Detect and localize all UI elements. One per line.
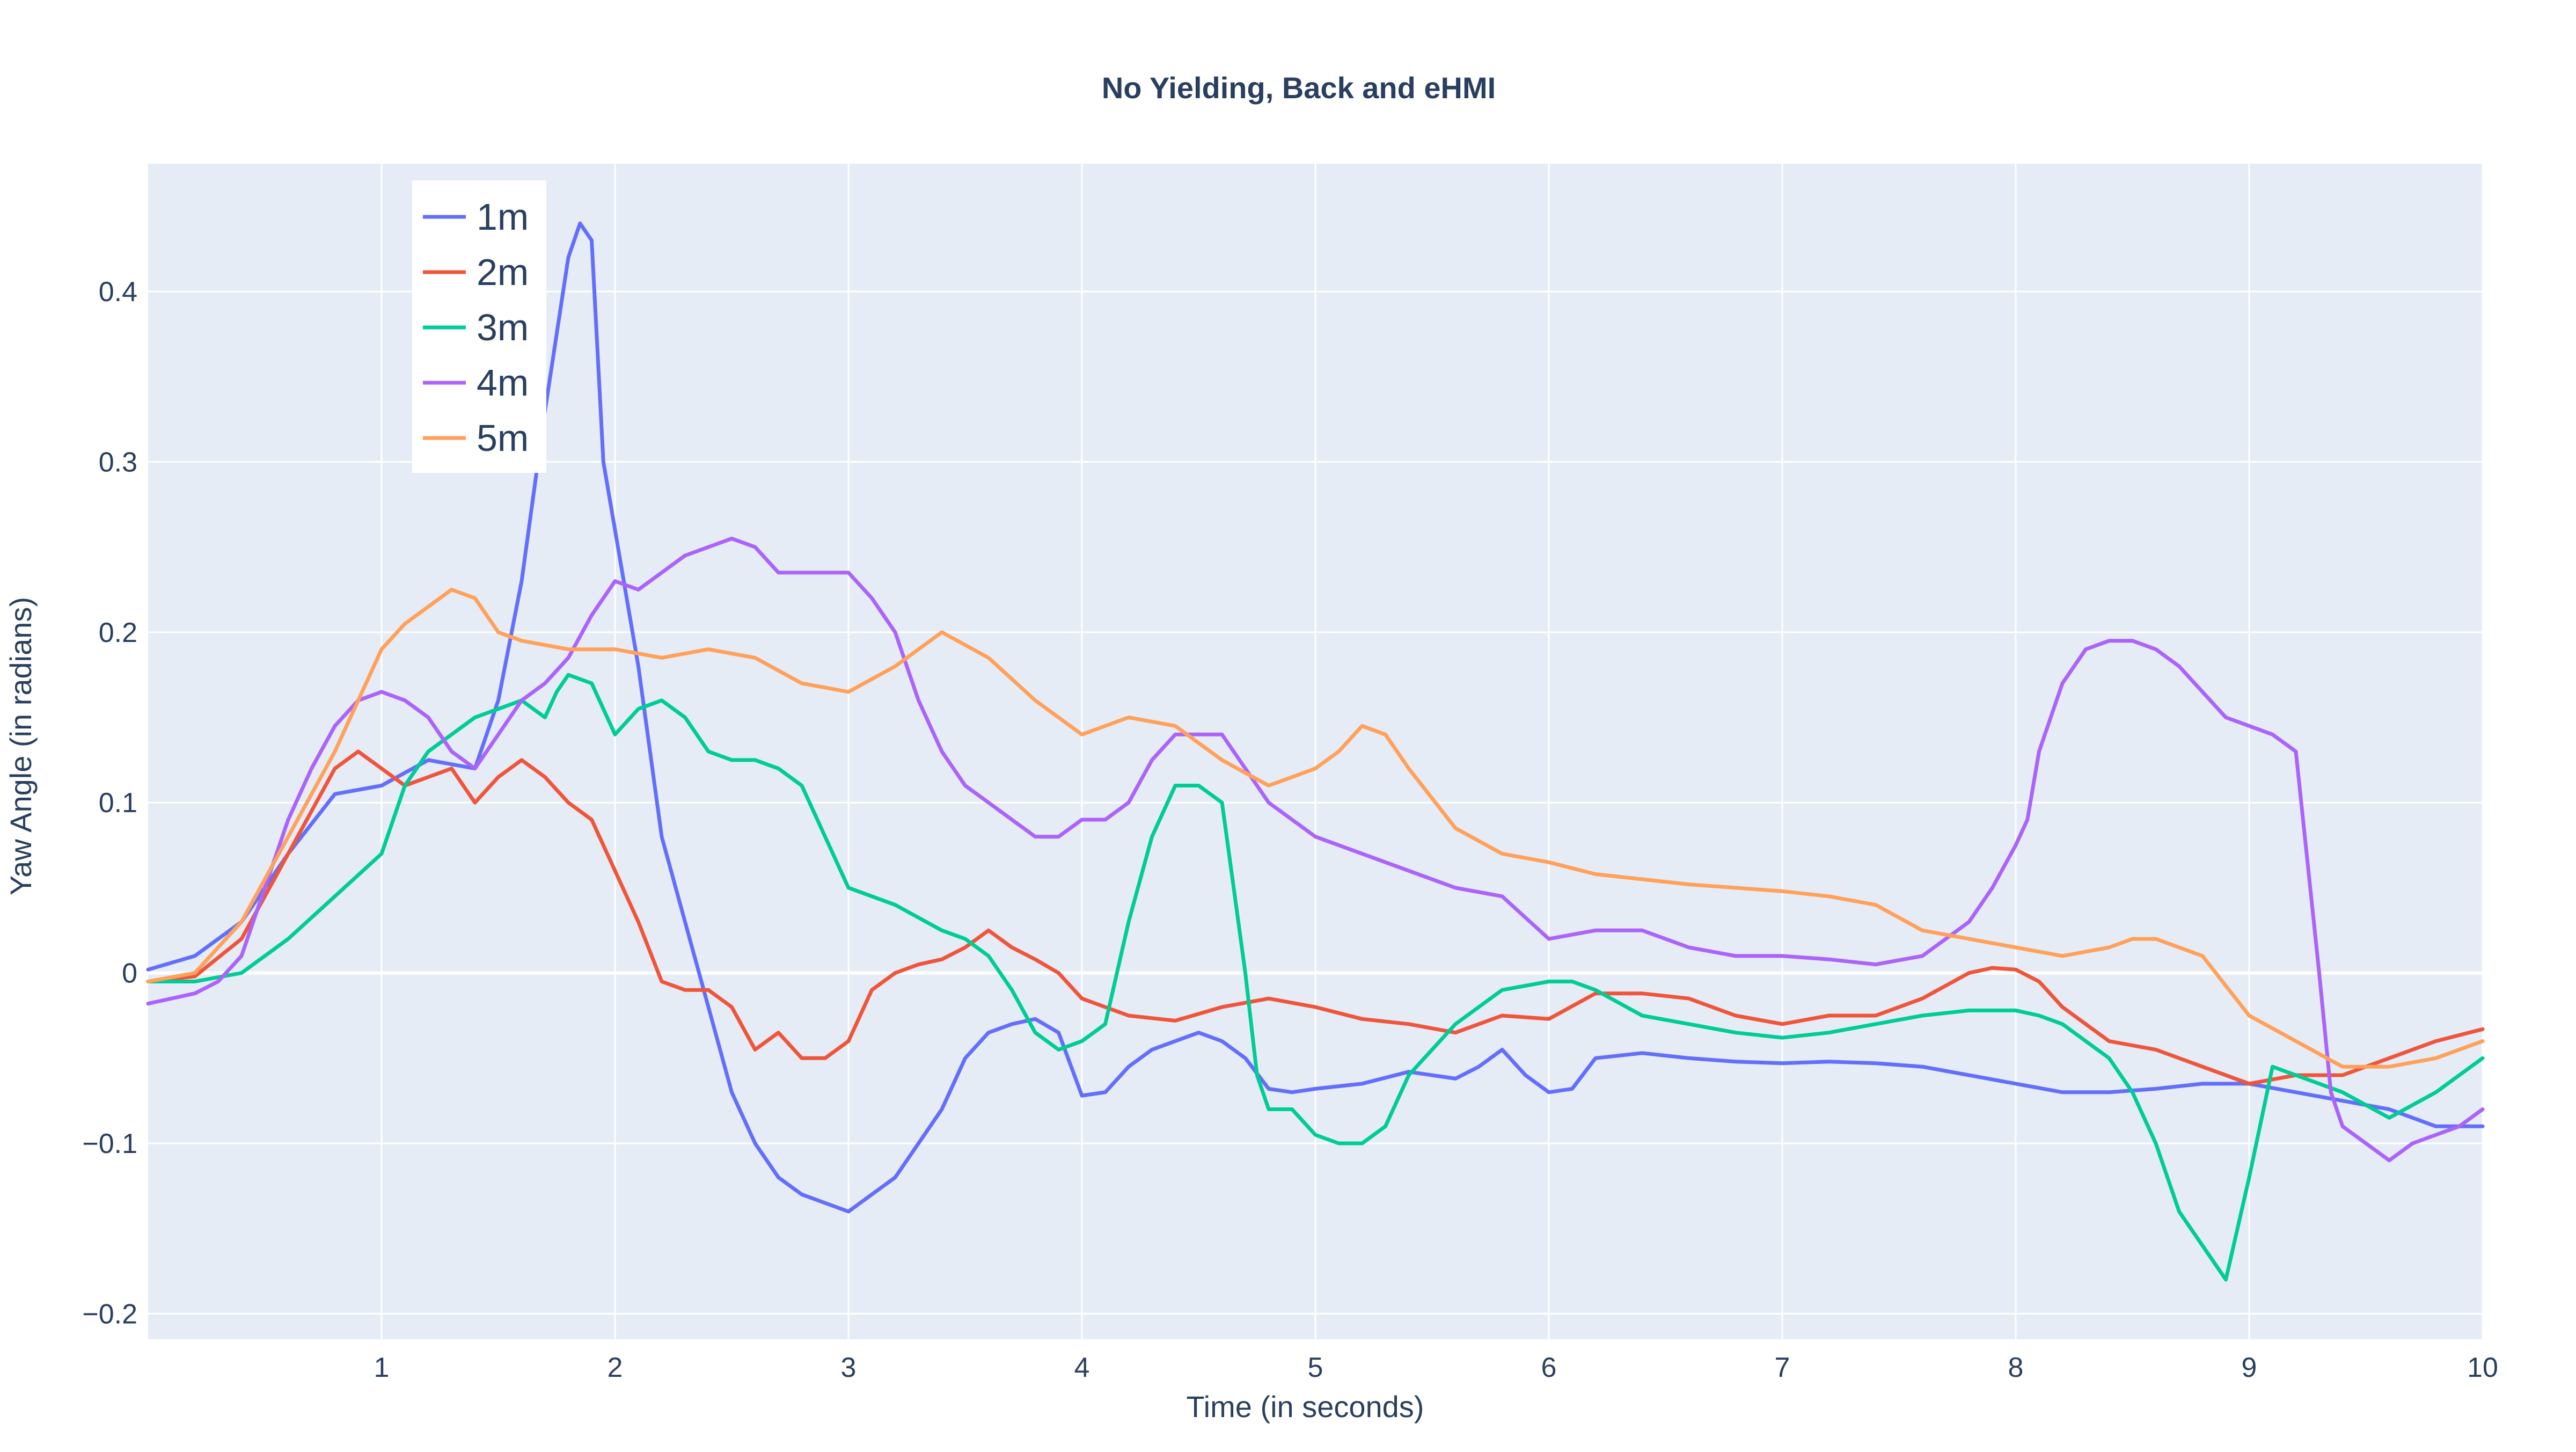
axis-layer: 1 2 3 4 5 6 7 8 9 10 −0.2 −0.1 0 0.1 0.2 0.3 0.4 (82, 276, 2498, 1383)
y-axis-label: Yaw Angle (in radians) (4, 597, 38, 895)
x-tick-label: 4 (1074, 1352, 1090, 1383)
series-line-5m[interactable] (146, 588, 2485, 1069)
x-tick-label: 3 (841, 1352, 857, 1383)
x-tick-label: 1 (374, 1352, 390, 1383)
x-tick-label: 6 (1541, 1352, 1557, 1383)
x-axis-label: Time (in seconds) (1187, 1390, 1424, 1424)
grid-layer (148, 164, 2484, 1339)
x-tick-label: 5 (1308, 1352, 1323, 1383)
legend[interactable]: 1m 2m 3m 4m 5m (412, 180, 546, 473)
y-tick-label: −0.1 (82, 1128, 137, 1159)
y-tick-label: 0.3 (99, 447, 137, 478)
x-tick-label: 10 (2467, 1352, 2498, 1383)
y-tick-label: 0.2 (99, 617, 137, 648)
series-line-1m[interactable] (146, 221, 2485, 1214)
legend-label-1m[interactable]: 1m (477, 196, 529, 238)
legend-label-3m[interactable]: 3m (477, 307, 529, 348)
series-line-2m[interactable] (146, 749, 2485, 1086)
y-tick-label: 0.4 (99, 276, 137, 308)
x-tick-label: 9 (2242, 1352, 2257, 1383)
legend-label-2m[interactable]: 2m (477, 251, 529, 293)
series-layer (146, 221, 2485, 1282)
series-line-3m[interactable] (146, 673, 2485, 1282)
x-tick-label: 8 (2008, 1352, 2024, 1383)
legend-label-5m[interactable]: 5m (477, 417, 529, 459)
chart-title: No Yielding, Back and eHMI (1102, 71, 1496, 105)
legend-label-4m[interactable]: 4m (477, 362, 529, 404)
y-tick-label: −0.2 (82, 1298, 137, 1330)
y-tick-label: 0 (122, 958, 137, 989)
y-tick-label: 0.1 (99, 787, 137, 819)
x-tick-label: 7 (1775, 1352, 1790, 1383)
x-tick-label: 2 (608, 1352, 623, 1383)
series-line-4m[interactable] (146, 536, 2485, 1163)
